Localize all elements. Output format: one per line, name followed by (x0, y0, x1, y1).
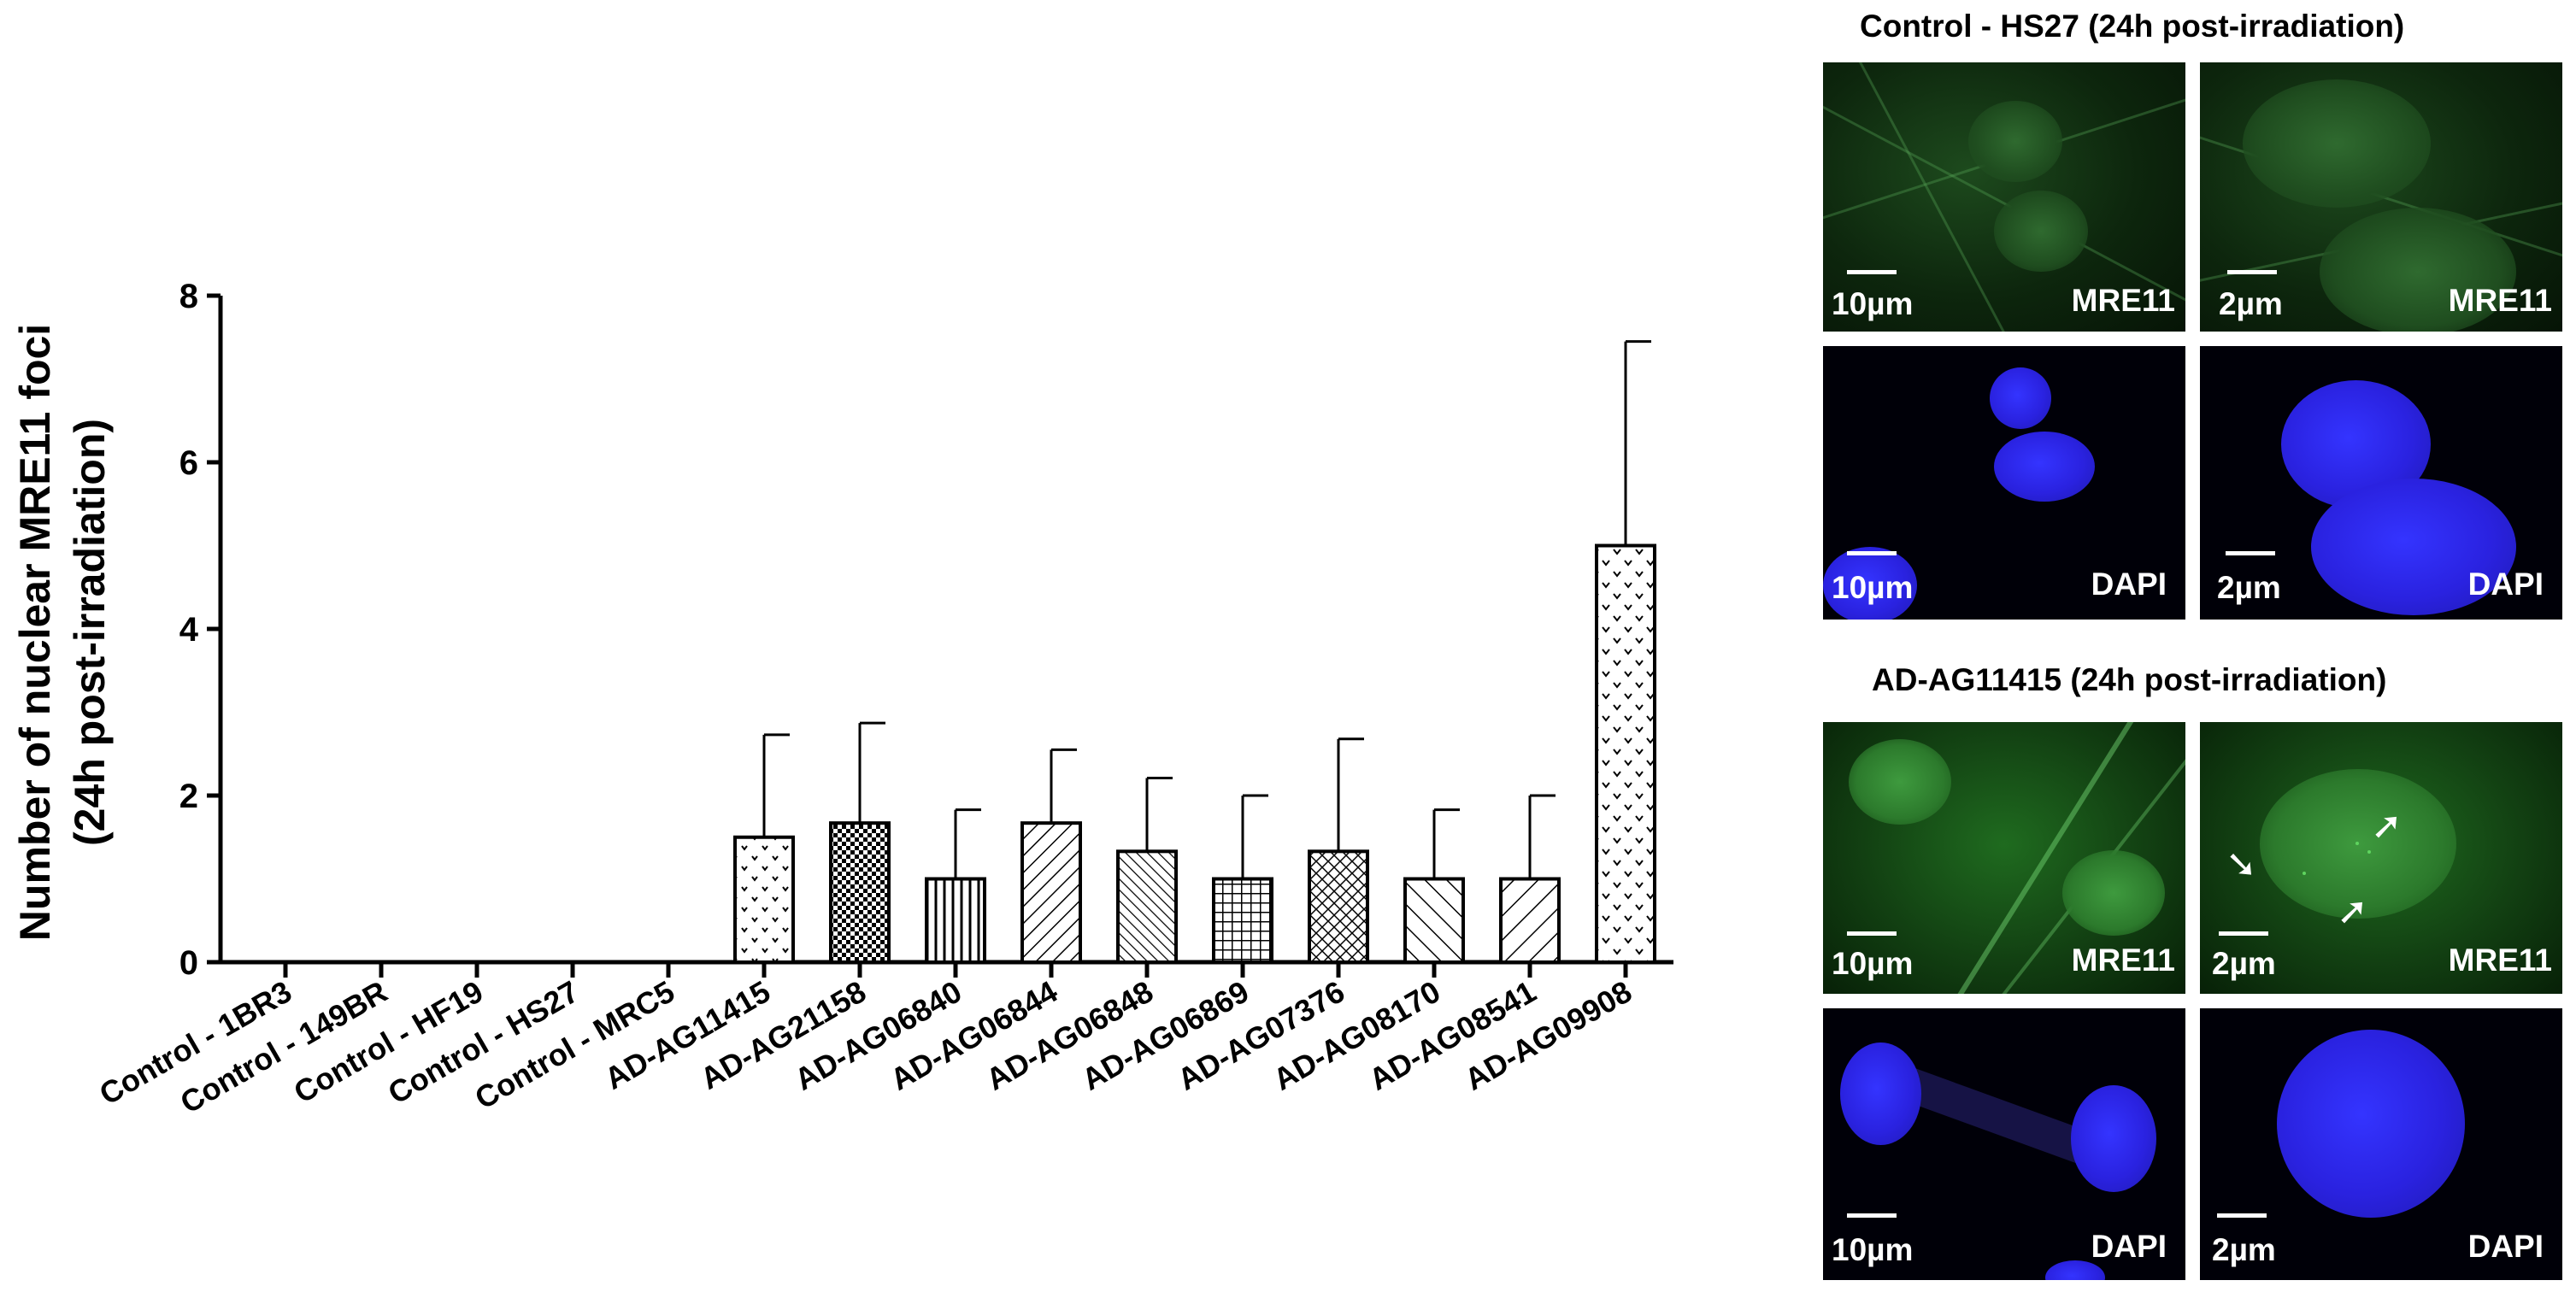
dapi-nucleus (1990, 367, 2051, 429)
bar (1020, 821, 1082, 964)
arrow-icon: ➚ (2371, 804, 2403, 848)
channel-label: MRE11 (2071, 943, 2175, 978)
dapi-nucleus (1840, 1043, 1921, 1145)
scale-bar (2219, 931, 2268, 936)
y-tick-label: 4 (179, 611, 199, 649)
bar (829, 821, 891, 964)
channel-label: MRE11 (2071, 283, 2175, 318)
bar (1499, 877, 1561, 964)
control-nucleus (1994, 191, 2088, 272)
dapi-nucleus (2071, 1085, 2156, 1192)
scale-bar (1847, 931, 1897, 936)
bar (1403, 877, 1465, 964)
ad-mre11-low-image: 10µm MRE11 (1823, 722, 2185, 994)
arrow-icon: ➘ (2226, 843, 2257, 886)
bar (733, 835, 795, 964)
control-dapi-low-image: 10µm DAPI (1823, 346, 2185, 620)
dapi-nucleus (2045, 1260, 2105, 1280)
dapi-nucleus (2277, 1030, 2465, 1218)
channel-label: MRE11 (2448, 283, 2552, 318)
ad-nucleus (1849, 739, 1951, 825)
dapi-nucleus (1823, 547, 1917, 620)
control-panel-title: Control - HS27 (24h post-irradiation) (1860, 9, 2405, 44)
bar (1116, 849, 1178, 965)
channel-label: DAPI (2467, 567, 2544, 602)
ad-panel-title: AD-AG11415 (24h post-irradiation) (1872, 662, 2387, 697)
scale-label: 2µm (2212, 946, 2276, 981)
scale-label: 10µm (1832, 946, 1914, 981)
scale-label: 2µm (2219, 286, 2283, 321)
control-mre11-high-image: 2µm MRE11 (2200, 62, 2562, 332)
scale-label: 2µm (2212, 1232, 2276, 1267)
scale-label: 2µm (2217, 570, 2281, 605)
channel-label: DAPI (2091, 567, 2167, 602)
ad-dapi-low-image: 10µm DAPI (1823, 1008, 2185, 1280)
scale-label: 10µm (1832, 570, 1914, 605)
scale-bar (2217, 1213, 2267, 1218)
y-tick-label: 6 (179, 444, 198, 482)
scale-bar (2227, 270, 2277, 274)
channel-label: DAPI (2091, 1229, 2167, 1264)
control-nucleus (2243, 79, 2431, 208)
channel-label: DAPI (2467, 1229, 2544, 1264)
scale-label: 10µm (1832, 286, 1914, 321)
control-nucleus (1968, 101, 2062, 182)
focus-speck (2367, 850, 2371, 854)
bar (1595, 543, 1656, 964)
arrow-icon: ➚ (2337, 890, 2368, 933)
y-tick-label: 8 (179, 278, 198, 315)
dapi-nucleus (2311, 479, 2516, 615)
bar (1212, 877, 1273, 964)
focus-speck (2303, 872, 2306, 875)
scale-label: 10µm (1832, 1232, 1914, 1267)
dapi-nucleus (1994, 432, 2095, 502)
bar (1308, 849, 1369, 965)
scale-bar (2226, 551, 2275, 555)
y-axis-title-line1: Number of nuclear MRE11 foci (11, 324, 59, 941)
y-axis-title-line2: (24h post-irradiation) (66, 419, 114, 846)
control-nucleus (2320, 208, 2516, 332)
focus-speck (2355, 842, 2359, 845)
channel-label: MRE11 (2448, 943, 2552, 978)
control-dapi-high-image: 2µm DAPI (2200, 346, 2562, 620)
scale-bar (1847, 1213, 1897, 1218)
y-tick-label: 2 (179, 778, 198, 815)
ad-nucleus (2062, 850, 2165, 936)
bar (925, 877, 986, 964)
scale-bar (1847, 551, 1897, 555)
scale-bar (1847, 270, 1897, 274)
control-mre11-low-image: 10µm MRE11 (1823, 62, 2185, 332)
y-tick-label: 0 (179, 944, 198, 982)
ad-mre11-high-image: ➘ ➚ ➚ 2µm MRE11 (2200, 722, 2562, 994)
ad-dapi-high-image: 2µm DAPI (2200, 1008, 2562, 1280)
